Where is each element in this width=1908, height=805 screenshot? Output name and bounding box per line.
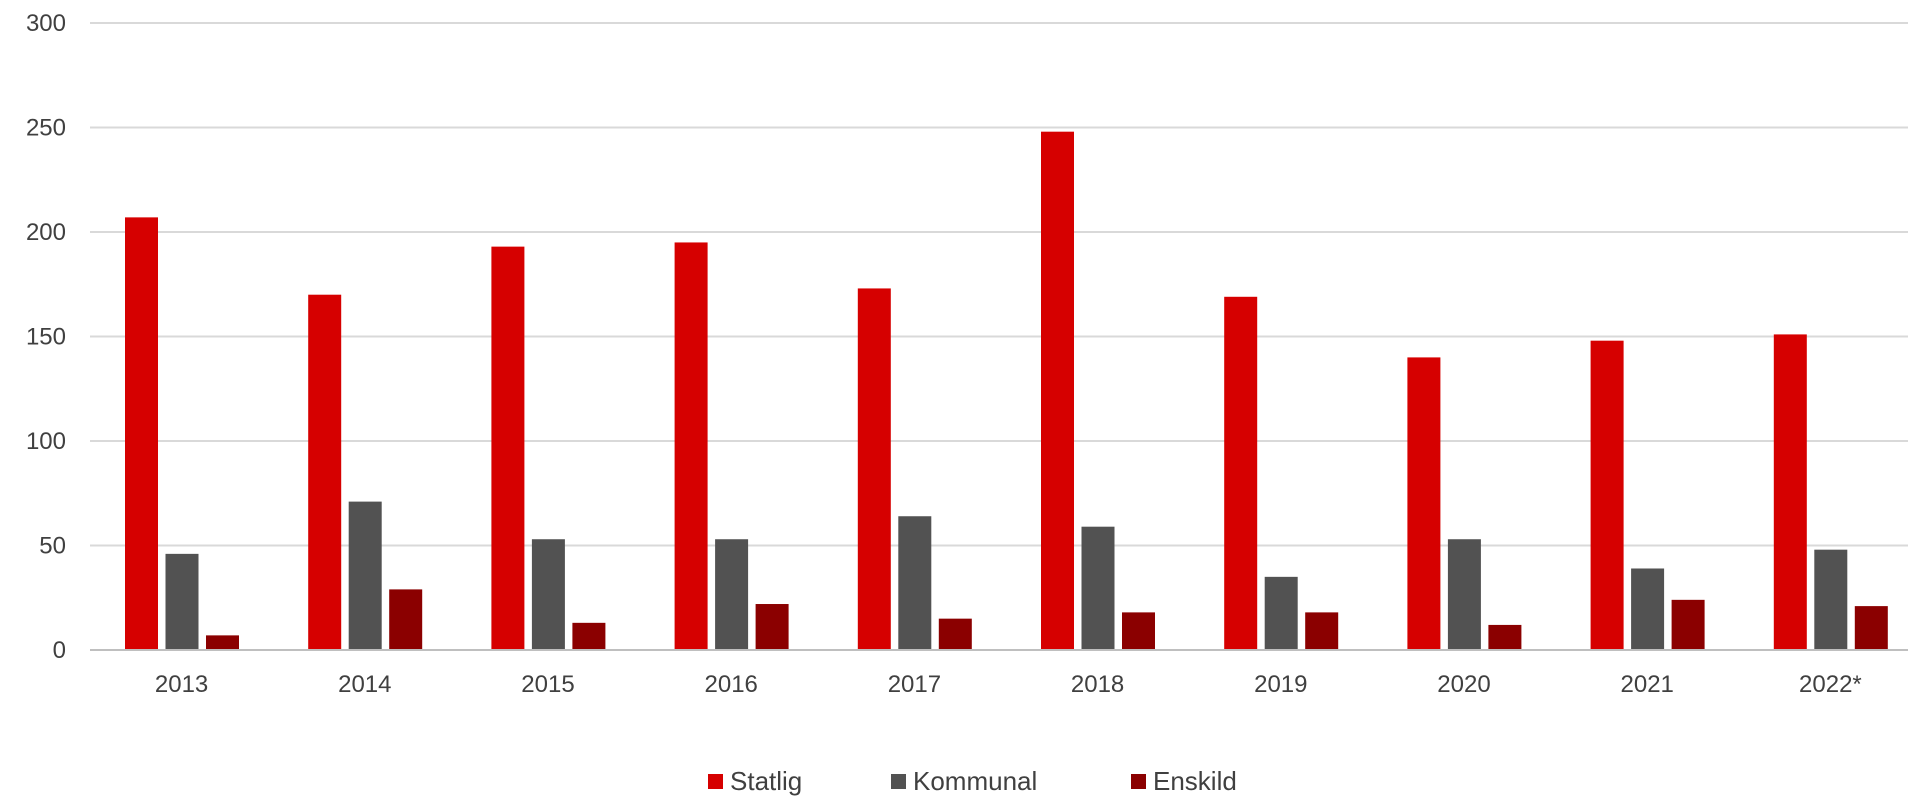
bar-statlig-2021	[1590, 340, 1624, 650]
bar-kommunal-2015	[531, 539, 565, 650]
bars	[125, 131, 1888, 650]
bar-kommunal-2019	[1264, 576, 1298, 650]
bar-enskild-2014	[389, 589, 423, 650]
x-tick-label: 2014	[338, 671, 391, 698]
bar-statlig-2019	[1224, 296, 1258, 650]
bar-statlig-2017	[857, 288, 891, 650]
y-tick-label: 300	[26, 10, 66, 37]
x-tick-label: 2016	[705, 671, 758, 698]
bar-kommunal-2021	[1631, 568, 1665, 650]
legend-swatch-enskild	[1131, 774, 1146, 789]
bar-kommunal-2020	[1447, 539, 1481, 650]
y-tick-label: 200	[26, 219, 66, 246]
bar-kommunal-2017	[898, 516, 932, 650]
y-tick-label: 150	[26, 324, 66, 351]
bar-enskild-2021	[1671, 599, 1705, 650]
bar-statlig-2020	[1407, 357, 1441, 650]
x-tick-label: 2013	[155, 671, 208, 698]
bar-enskild-2017	[938, 618, 972, 650]
legend-swatch-statlig	[708, 774, 723, 789]
y-tick-label: 0	[53, 637, 66, 664]
y-axis-ticks: 0 50 100 150 200 250 300	[26, 10, 66, 664]
x-tick-label: 2017	[888, 671, 941, 698]
bar-statlig-2016	[674, 242, 708, 650]
x-tick-label: 2015	[521, 671, 574, 698]
x-tick-label: 2020	[1437, 671, 1490, 698]
bar-enskild-2013	[206, 635, 239, 650]
legend-swatch-kommunal	[891, 774, 906, 789]
gridlines	[90, 22, 1908, 547]
x-axis-ticks: 2013 2014 2015 2016 2017 2018 2019 2020 2021 2022…	[155, 671, 1862, 698]
bar-enskild-2020	[1488, 624, 1522, 650]
bar-kommunal-2014	[348, 501, 382, 650]
bar-enskild-2019	[1305, 612, 1339, 650]
x-tick-label: 2019	[1254, 671, 1307, 698]
bar-enskild-2015	[572, 622, 606, 650]
legend: Statlig Kommunal Enskild	[708, 766, 1237, 796]
bar-statlig-2022	[1773, 334, 1807, 650]
x-tick-label: 2022*	[1799, 671, 1862, 698]
bar-statlig-2018	[1041, 131, 1074, 650]
bar-kommunal-2018	[1081, 526, 1115, 650]
bar-statlig-2013	[125, 217, 158, 650]
bar-statlig-2015	[491, 246, 525, 650]
x-tick-label: 2018	[1071, 671, 1124, 698]
bar-enskild-2022	[1854, 606, 1888, 650]
x-tick-label: 2021	[1621, 671, 1674, 698]
legend-label-statlig: Statlig	[730, 766, 802, 796]
bar-kommunal-2016	[715, 539, 749, 650]
bar-statlig-2014	[308, 294, 342, 650]
y-tick-label: 250	[26, 115, 66, 142]
bar-enskild-2018	[1122, 612, 1155, 650]
bar-enskild-2016	[755, 604, 789, 650]
legend-label-kommunal: Kommunal	[913, 766, 1037, 796]
bar-kommunal-2022	[1814, 549, 1848, 650]
bar-kommunal-2013	[165, 553, 199, 650]
y-tick-label: 100	[26, 428, 66, 455]
y-tick-label: 50	[39, 533, 66, 560]
legend-label-enskild: Enskild	[1153, 766, 1237, 796]
